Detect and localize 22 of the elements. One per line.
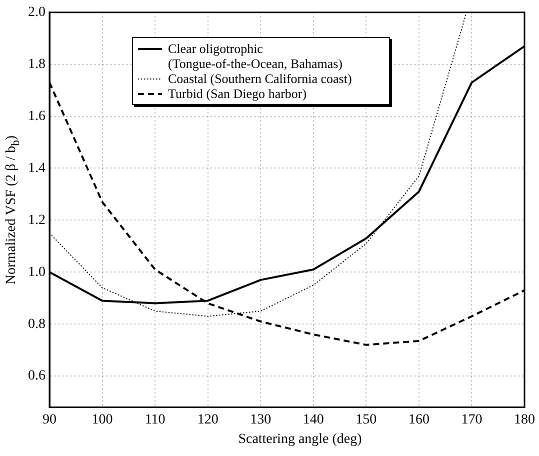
x-tick-label: 170 <box>461 412 482 428</box>
legend-label: Clear oligotrophic (Tongue-of-the-Ocean, Bahamas) <box>168 41 343 71</box>
y-tick-label: 1.0 <box>28 264 46 280</box>
y-tick-label: 1.8 <box>28 57 46 72</box>
y-tick-label: 1.2 <box>28 212 46 228</box>
y-tick-label: 0.6 <box>28 368 46 384</box>
x-tick-label: 120 <box>197 412 218 428</box>
x-tick-label: 100 <box>92 412 113 428</box>
y-tick-label: 1.6 <box>28 108 46 124</box>
legend-label: Coastal (Southern California coast) <box>168 71 352 86</box>
x-tick-label: 150 <box>356 412 377 428</box>
y-tick-label: 2.0 <box>28 5 46 20</box>
x-tick-label: 90 <box>42 412 56 428</box>
x-tick-label: 160 <box>408 412 430 428</box>
y-tick-label: 0.8 <box>28 316 46 332</box>
x-tick-label: 180 <box>514 412 535 428</box>
legend-label: Turbid (San Diego harbor) <box>168 86 307 101</box>
x-tick-label: 130 <box>250 412 272 428</box>
x-axis-title: Scattering angle (deg) <box>237 432 363 448</box>
x-tick-label: 110 <box>144 412 166 428</box>
x-tick-label: 140 <box>302 412 324 428</box>
y-tick-label: 1.4 <box>28 160 46 176</box>
